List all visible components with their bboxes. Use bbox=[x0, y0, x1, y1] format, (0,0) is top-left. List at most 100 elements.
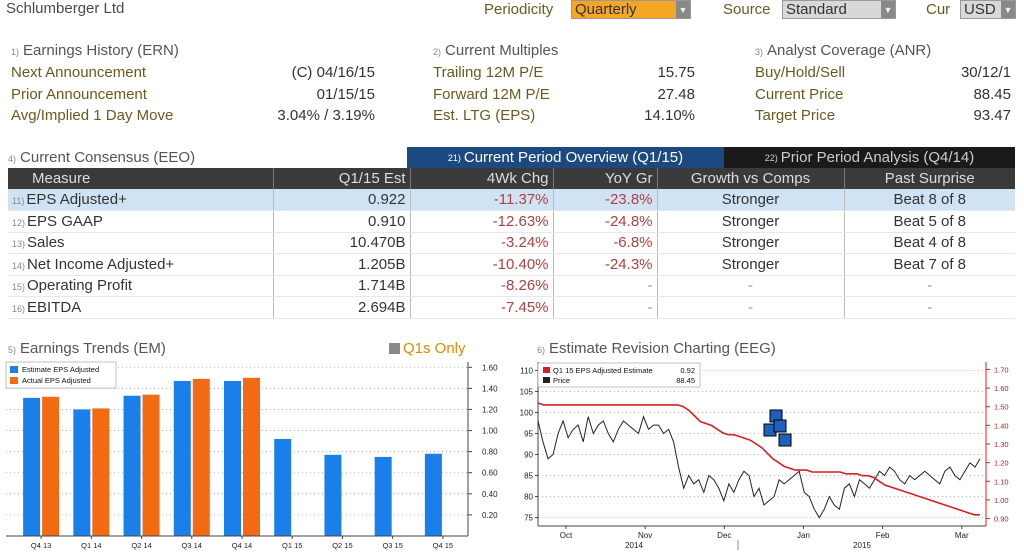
x-tick-label: Dec bbox=[717, 531, 731, 540]
bar-estimate bbox=[123, 395, 141, 536]
bar-estimate bbox=[324, 454, 342, 536]
x-tick-label: Feb bbox=[876, 531, 890, 540]
bar-estimate bbox=[274, 438, 292, 536]
measure-name: EBITDA bbox=[27, 298, 82, 316]
right-tick-label: 1.60 bbox=[994, 384, 1009, 393]
estimate-line bbox=[537, 402, 980, 516]
measure-cell: 11) EPS Adjusted+ bbox=[8, 189, 274, 211]
table-row[interactable]: 15) Operating Profit 1.714B -8.26% - - - bbox=[8, 275, 1015, 297]
left-tick-label: 95 bbox=[524, 429, 533, 438]
earnings-history-section[interactable]: 1) Earnings History (ERN) bbox=[11, 42, 179, 59]
chg-cell: -8.26% bbox=[410, 275, 554, 297]
current-multiples-list: Trailing 12M P/E 15.75 Forward 12M P/E 27.… bbox=[433, 62, 695, 127]
section-number: 6) bbox=[537, 345, 546, 355]
table-row[interactable]: 16) EBITDA 2.694B -7.45% - - - bbox=[8, 296, 1015, 319]
row-number: 14) bbox=[12, 260, 26, 271]
cur-label: Cur bbox=[926, 1, 951, 18]
buy-hold-sell-label: Buy/Hold/Sell bbox=[755, 64, 846, 82]
bar-estimate bbox=[23, 397, 41, 536]
left-tick-label: 75 bbox=[524, 514, 533, 523]
chg-cell: -11.37% bbox=[410, 189, 554, 211]
source-label: Source bbox=[723, 1, 771, 18]
growth-cell: Stronger bbox=[657, 253, 845, 276]
left-tick-label: 105 bbox=[520, 387, 534, 396]
bar-estimate bbox=[173, 380, 191, 536]
forward-pe-label: Forward 12M P/E bbox=[433, 85, 550, 103]
q1s-only-toggle[interactable]: Q1s Only bbox=[389, 340, 466, 357]
section-number: 3) bbox=[755, 47, 764, 57]
x-tick-label: Q4 15 bbox=[433, 541, 453, 550]
yoy-cell: -24.3% bbox=[553, 253, 658, 276]
section-title: Earnings History (ERN) bbox=[23, 42, 179, 59]
estimate-revision-section[interactable]: 6) Estimate Revision Charting (EEG) bbox=[537, 340, 776, 357]
est-cell: 2.694B bbox=[273, 296, 411, 319]
table-row[interactable]: 14) Net Income Adjusted+ 1.205B -10.40% -24.… bbox=[8, 253, 1015, 276]
earnings-trends-section[interactable]: 5) Earnings Trends (EM) bbox=[8, 340, 166, 357]
legend-estimate: Estimate EPS Adjusted bbox=[22, 365, 99, 374]
y-tick-label: 0.20 bbox=[482, 511, 498, 520]
buy-hold-sell-value: 30/12/1 bbox=[960, 64, 1011, 82]
table-row[interactable]: 13) Sales 10.470B -3.24% -6.8% Stronger Beat 4… bbox=[8, 232, 1015, 254]
bar-estimate bbox=[73, 409, 91, 536]
measure-cell: 14) Net Income Adjusted+ bbox=[8, 253, 274, 276]
revision-marker-icon[interactable] bbox=[773, 419, 787, 433]
row-number: 12) bbox=[12, 217, 26, 228]
table-row[interactable]: 11) EPS Adjusted+ 0.922 -11.37% -23.8% Strong… bbox=[8, 189, 1015, 211]
bar-actual bbox=[42, 396, 60, 536]
price-line bbox=[537, 415, 981, 519]
y-tick-label: 0.60 bbox=[482, 469, 498, 478]
measure-name: Sales bbox=[27, 234, 65, 252]
column-header: Growth vs Comps bbox=[657, 168, 845, 189]
x-tick-label: Q2 14 bbox=[131, 541, 151, 550]
tab-current-period[interactable]: 21) Current Period Overview (Q1/15) bbox=[407, 147, 724, 168]
current-price-value: 88.45 bbox=[973, 85, 1011, 103]
column-header: 4Wk Chg bbox=[410, 168, 554, 189]
legend-estimate-value: 0.92 bbox=[680, 366, 695, 375]
bar-actual bbox=[92, 408, 110, 536]
surprise-cell: Beat 4 of 8 bbox=[844, 232, 1015, 254]
section-title: Estimate Revision Charting (EEG) bbox=[549, 340, 776, 357]
table-row[interactable]: 12) EPS GAAP 0.910 -12.63% -24.8% Stronger Bea… bbox=[8, 210, 1015, 233]
chg-cell: -7.45% bbox=[410, 296, 554, 319]
source-dropdown[interactable]: Standard ▼ bbox=[782, 0, 896, 19]
section-number: 4) bbox=[8, 154, 17, 164]
periodicity-dropdown[interactable]: Quarterly ▼ bbox=[571, 0, 691, 19]
measure-cell: 16) EBITDA bbox=[8, 296, 274, 319]
right-tick-label: 1.70 bbox=[994, 365, 1009, 374]
x-year-label: 2015 bbox=[853, 541, 871, 550]
revision-marker-icon[interactable] bbox=[778, 433, 792, 447]
q1s-only-label: Q1s Only bbox=[403, 340, 466, 357]
yoy-cell: - bbox=[553, 275, 658, 297]
y-tick-label: 1.40 bbox=[482, 384, 498, 393]
chevron-down-icon: ▼ bbox=[676, 1, 690, 18]
est-cell: 1.714B bbox=[273, 275, 411, 297]
column-header: Past Surprise bbox=[844, 168, 1015, 189]
surprise-cell: Beat 8 of 8 bbox=[844, 189, 1015, 211]
bar-actual bbox=[243, 377, 260, 536]
x-tick-label: Oct bbox=[560, 531, 573, 540]
x-tick-label: Q4 13 bbox=[31, 541, 51, 550]
section-title: Analyst Coverage (ANR) bbox=[767, 42, 932, 59]
measure-name: EPS GAAP bbox=[27, 212, 103, 230]
tab-prior-period[interactable]: 22) Prior Period Analysis (Q4/14) bbox=[724, 147, 1015, 168]
day-move-label: Avg/Implied 1 Day Move bbox=[11, 107, 174, 125]
yoy-cell: -6.8% bbox=[553, 232, 658, 254]
chevron-down-icon: ▼ bbox=[1001, 1, 1015, 18]
legend-swatch-price bbox=[543, 377, 550, 383]
growth-cell: Stronger bbox=[657, 232, 845, 254]
currency-dropdown[interactable]: USD ▼ bbox=[960, 0, 1016, 19]
consensus-section[interactable]: 4) Current Consensus (EEO) bbox=[8, 149, 195, 166]
column-header: Measure bbox=[8, 168, 274, 189]
bar-actual bbox=[142, 394, 160, 536]
periodicity-value: Quarterly bbox=[575, 1, 637, 18]
surprise-cell: - bbox=[844, 296, 1015, 319]
right-tick-label: 1.20 bbox=[994, 459, 1009, 468]
forward-pe-value: 27.48 bbox=[657, 85, 695, 103]
section-number: 2) bbox=[433, 47, 442, 57]
revision-icons[interactable] bbox=[763, 409, 792, 447]
analyst-coverage-section[interactable]: 3) Analyst Coverage (ANR) bbox=[755, 42, 931, 59]
chg-cell: -12.63% bbox=[410, 210, 554, 233]
company-title: Schlumberger Ltd bbox=[6, 0, 125, 17]
est-cell: 0.922 bbox=[273, 189, 411, 211]
legend-swatch-estimate bbox=[543, 367, 550, 373]
